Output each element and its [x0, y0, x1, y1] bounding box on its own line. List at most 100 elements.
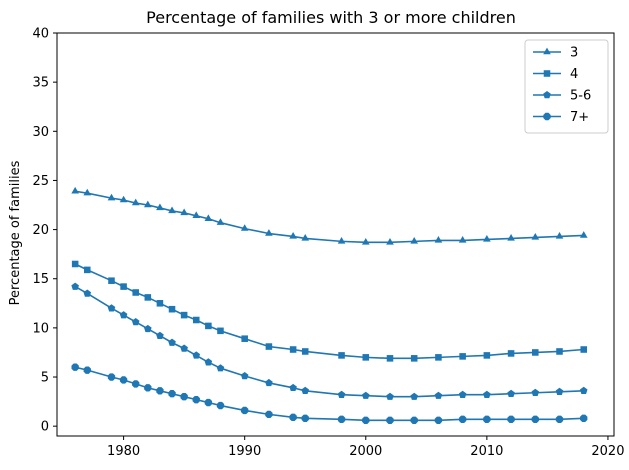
data-point — [217, 327, 224, 335]
data-point — [216, 218, 225, 225]
data-point — [410, 355, 418, 362]
data-point — [434, 391, 443, 399]
data-point — [131, 317, 140, 326]
data-point — [337, 390, 346, 398]
data-point — [240, 224, 249, 231]
x-tick-label: 1990 — [228, 444, 261, 459]
series-line — [74, 285, 584, 398]
data-point — [180, 344, 188, 352]
data-point — [83, 366, 91, 374]
series-7+ — [71, 363, 588, 424]
data-point — [361, 237, 370, 245]
data-point — [458, 390, 467, 398]
data-point — [144, 200, 152, 208]
data-point — [483, 235, 491, 242]
data-point — [71, 363, 79, 371]
data-point — [180, 311, 188, 319]
legend: 3 4 5-6 7+ — [524, 39, 609, 134]
data-point — [410, 416, 418, 424]
x-tick-label: 2020 — [591, 444, 624, 459]
data-point — [168, 305, 176, 313]
data-point — [107, 193, 116, 201]
data-point — [204, 214, 213, 221]
legend-label: 7+ — [570, 110, 589, 125]
data-point — [192, 395, 200, 404]
data-point — [289, 383, 297, 392]
data-point — [265, 343, 273, 350]
data-point — [301, 386, 310, 395]
data-point — [289, 346, 297, 353]
data-point — [192, 211, 201, 219]
data-point — [205, 322, 212, 330]
data-point — [289, 232, 297, 239]
data-point — [192, 351, 201, 359]
y-tick-label: 20 — [32, 223, 49, 238]
y-tick-label: 0 — [41, 420, 49, 435]
data-point — [216, 401, 225, 410]
data-point — [483, 415, 491, 423]
data-point — [289, 413, 297, 422]
data-point — [156, 300, 164, 307]
data-point — [410, 236, 419, 244]
data-point — [483, 352, 491, 359]
series-line — [74, 263, 584, 360]
data-point — [579, 231, 588, 238]
data-point — [531, 388, 540, 396]
plot-frame — [56, 32, 615, 437]
data-point — [555, 415, 564, 423]
data-point — [83, 289, 92, 297]
data-point — [434, 416, 443, 424]
series-4 — [71, 260, 588, 362]
x-tick-label: 2000 — [349, 444, 382, 459]
data-point — [156, 387, 164, 395]
data-point — [204, 398, 213, 407]
data-point — [507, 415, 515, 423]
data-point — [119, 195, 128, 203]
data-point — [144, 324, 152, 333]
y-tick-label: 40 — [32, 27, 49, 42]
data-point — [301, 234, 310, 241]
data-point — [120, 283, 127, 290]
data-point — [241, 335, 248, 342]
legend-label: 3 — [570, 46, 578, 61]
data-point — [71, 282, 79, 290]
data-point — [386, 416, 394, 424]
legend-marker — [543, 91, 551, 99]
data-point — [580, 346, 588, 353]
plot-area: 0 5 10 15 20 25 30 35 40 1980 1990 2000 2010 2020 — [32, 27, 624, 460]
data-point — [532, 349, 539, 356]
data-point — [241, 406, 249, 415]
y-tick-label: 25 — [32, 174, 49, 189]
data-point — [386, 392, 394, 400]
data-point — [192, 316, 200, 324]
data-point — [132, 289, 139, 296]
data-point — [362, 416, 370, 424]
data-point — [156, 203, 164, 211]
legend-marker — [543, 112, 551, 121]
data-point — [265, 378, 273, 387]
legend-label: 5-6 — [570, 89, 591, 104]
legend-marker — [543, 70, 551, 77]
data-point — [483, 390, 491, 398]
x-tick-label: 2010 — [470, 444, 503, 459]
data-point — [507, 350, 515, 357]
data-point — [531, 415, 539, 423]
data-point — [434, 235, 443, 243]
data-point — [132, 380, 140, 388]
data-point — [555, 387, 564, 395]
data-point — [71, 260, 79, 268]
y-axis-title: Percentage of families — [8, 160, 23, 305]
data-point — [119, 376, 128, 384]
y-tick-label: 35 — [32, 76, 49, 91]
series-line — [75, 190, 584, 244]
data-point — [83, 188, 92, 196]
chart-title: Percentage of families with 3 or more ch… — [146, 8, 516, 27]
data-point — [386, 237, 394, 245]
data-point — [556, 348, 563, 355]
data-point — [156, 331, 164, 339]
legend-label: 4 — [570, 67, 578, 82]
legend-marker — [543, 47, 551, 55]
data-point — [83, 266, 91, 274]
data-point — [107, 304, 116, 312]
